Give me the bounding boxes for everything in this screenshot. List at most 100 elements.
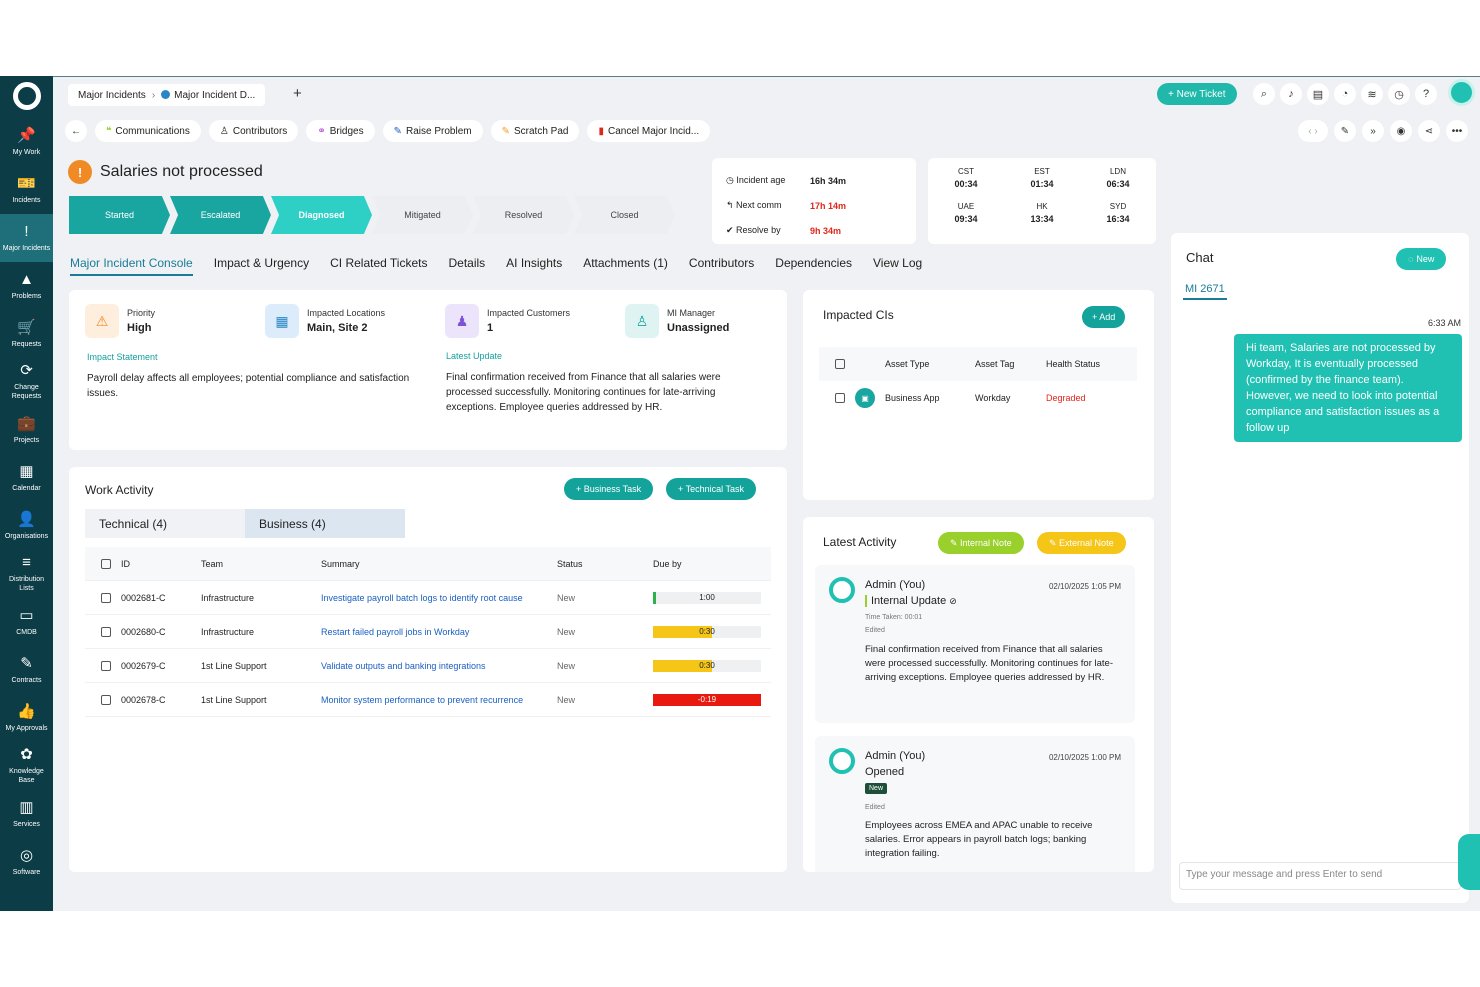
sidebar-item-projects[interactable]: 💼 Projects <box>0 406 53 454</box>
task-summary-link[interactable]: Validate outputs and banking integration… <box>321 660 486 671</box>
bridges-button[interactable]: ⚭ Bridges <box>306 120 375 142</box>
search-icon[interactable]: ⌕ <box>1253 83 1275 105</box>
row-checkbox[interactable] <box>101 592 111 603</box>
col-asset-tag[interactable]: Asset Tag <box>975 359 1015 369</box>
select-all-ci-checkbox[interactable] <box>835 359 845 369</box>
external-note-button[interactable]: ✎ External Note <box>1037 532 1126 554</box>
col-id[interactable]: ID <box>121 558 130 569</box>
assistant-launcher[interactable] <box>1458 834 1480 890</box>
stage-resolved[interactable]: Resolved <box>473 196 574 234</box>
task-summary-link[interactable]: Restart failed payroll jobs in Workday <box>321 626 470 637</box>
expand-icon[interactable]: » <box>1362 120 1384 142</box>
new-ticket-button[interactable]: + New Ticket <box>1157 83 1237 105</box>
stage-started[interactable]: Started <box>69 196 170 234</box>
eye-icon[interactable]: ◉ <box>1390 120 1412 142</box>
sidebar-item-incidents[interactable]: 🎫 Incidents <box>0 166 53 214</box>
select-all-checkbox[interactable] <box>101 558 111 569</box>
table-row[interactable]: 0002680-C Infrastructure Restart failed pa… <box>85 615 771 649</box>
stage-closed[interactable]: Closed <box>574 196 675 234</box>
table-row[interactable]: 0002678-C 1st Line Support Monitor system … <box>85 683 771 717</box>
clock-icon[interactable]: ◷ <box>1388 83 1410 105</box>
new-tab-button[interactable]: + <box>293 85 302 102</box>
new-chat-button[interactable]: ◌ New <box>1396 248 1447 270</box>
sidebar-item-major-incidents[interactable]: ! Major Incidents <box>0 214 53 262</box>
tab-technical[interactable]: Technical (4) <box>85 509 245 538</box>
task-summary-link[interactable]: Investigate payroll batch logs to identi… <box>321 592 523 603</box>
back-button[interactable]: ← <box>65 120 87 142</box>
help-icon[interactable]: ? <box>1415 83 1437 105</box>
activity-author: Admin (You) <box>865 750 926 762</box>
col-status[interactable]: Status <box>557 558 583 569</box>
sidebar-item-organisations[interactable]: 👤 Organisations <box>0 502 53 550</box>
contributors-button[interactable]: ♙ Contributors <box>208 120 299 142</box>
priority-stat: ⚠ Priority High <box>85 304 265 338</box>
tab-attachments-1[interactable]: Attachments (1) <box>583 256 668 270</box>
sidebar-item-problems[interactable]: ▲ Problems <box>0 262 53 310</box>
more-icon[interactable]: ••• <box>1446 120 1468 142</box>
rss-icon[interactable]: ≋ <box>1361 83 1383 105</box>
tab-details[interactable]: Details <box>448 256 486 270</box>
my-approvals-icon: 👍 <box>17 702 36 720</box>
cancel-major-incident-button[interactable]: ▮ Cancel Major Incid... <box>587 120 711 142</box>
row-checkbox[interactable] <box>101 626 111 637</box>
bell-icon[interactable]: ♪ <box>1280 83 1302 105</box>
sidebar-item-distribution-lists[interactable]: ≡ Distribution Lists <box>0 550 53 598</box>
timezone-label: UAE <box>957 202 975 211</box>
major-incidents-icon: ! <box>24 222 29 240</box>
add-ci-button[interactable]: + Add <box>1082 306 1126 328</box>
sidebar-item-services[interactable]: ▥ Services <box>0 790 53 838</box>
sidebar-item-requests[interactable]: 🛒 Requests <box>0 310 53 358</box>
row-checkbox[interactable] <box>101 660 111 671</box>
scratch-pad-button[interactable]: ✎ Scratch Pad <box>490 120 580 142</box>
communications-button[interactable]: ❝ Communications <box>95 120 201 142</box>
ci-row[interactable]: ▣ Business App Workday Degraded <box>819 381 1137 415</box>
clipboard-icon[interactable]: ▤ <box>1307 83 1329 105</box>
share-icon[interactable]: ⋖ <box>1418 120 1440 142</box>
business-task-button[interactable]: + Business Task <box>564 478 654 500</box>
task-summary-link[interactable]: Monitor system performance to prevent re… <box>321 694 524 705</box>
technical-task-button[interactable]: + Technical Task <box>666 478 756 500</box>
breadcrumb-major-incidents[interactable]: Major Incidents <box>78 89 146 101</box>
sidebar-item-change-requests[interactable]: ⟳ Change Requests <box>0 358 53 406</box>
tab-ci-related-tickets[interactable]: CI Related Tickets <box>330 256 428 270</box>
dashboard-icon[interactable]: ◔ <box>1334 83 1356 105</box>
sidebar-item-calendar[interactable]: ▦ Calendar <box>0 454 53 502</box>
col-health-status[interactable]: Health Status <box>1046 359 1101 369</box>
stage-diagnosed[interactable]: Diagnosed <box>271 196 372 234</box>
user-avatar[interactable] <box>1448 79 1475 106</box>
internal-note-button[interactable]: ✎ Internal Note <box>938 532 1024 554</box>
stage-escalated[interactable]: Escalated <box>170 196 271 234</box>
sidebar: 📌 My Work 🎫 Incidents! Major Incidents ▲ Probl… <box>0 76 53 911</box>
tab-ai-insights[interactable]: AI Insights <box>506 256 563 270</box>
col-team[interactable]: Team <box>201 558 224 569</box>
sidebar-item-contracts[interactable]: ✎ Contracts <box>0 646 53 694</box>
app-logo[interactable] <box>12 82 41 110</box>
sidebar-item-software[interactable]: ◎ Software <box>0 838 53 886</box>
ci-asset-tag: Workday <box>975 393 1011 403</box>
sidebar-item-my-approvals[interactable]: 👍 My Approvals <box>0 694 53 742</box>
tab-major-incident-console[interactable]: Major Incident Console <box>70 256 193 276</box>
tab-business[interactable]: Business (4) <box>245 509 405 538</box>
col-summary[interactable]: Summary <box>321 558 360 569</box>
stage-mitigated[interactable]: Mitigated <box>372 196 473 234</box>
breadcrumb-current[interactable]: Major Incident D... <box>161 89 255 101</box>
chat-thread-tab[interactable]: MI 2671 <box>1183 283 1227 300</box>
tab-dependencies[interactable]: Dependencies <box>775 256 853 270</box>
chat-message-input[interactable]: Type your message and press Enter to sen… <box>1179 862 1461 890</box>
sidebar-item-my-work[interactable]: 📌 My Work <box>0 118 53 166</box>
col-due-by[interactable]: Due by <box>653 558 682 569</box>
work-table-header: ID Team Summary Status Due by <box>85 547 771 581</box>
sidebar-item-knowledge-base[interactable]: ✿ Knowledge Base <box>0 742 53 790</box>
ci-row-checkbox[interactable] <box>835 393 845 403</box>
prev-next-icon[interactable]: ‹ › <box>1298 120 1328 142</box>
edit-icon[interactable]: ✎ <box>1334 120 1356 142</box>
raise-problem-button[interactable]: ✎ Raise Problem <box>382 120 483 142</box>
sidebar-item-cmdb[interactable]: ▭ CMDB <box>0 598 53 646</box>
tab-contributors[interactable]: Contributors <box>688 256 755 270</box>
tab-impact-urgency[interactable]: Impact & Urgency <box>213 256 310 270</box>
col-asset-type[interactable]: Asset Type <box>885 359 930 369</box>
table-row[interactable]: 0002681-C Infrastructure Investigate payro… <box>85 581 771 615</box>
table-row[interactable]: 0002679-C 1st Line Support Validate output… <box>85 649 771 683</box>
row-checkbox[interactable] <box>101 694 111 705</box>
tab-view-log[interactable]: View Log <box>873 256 923 270</box>
